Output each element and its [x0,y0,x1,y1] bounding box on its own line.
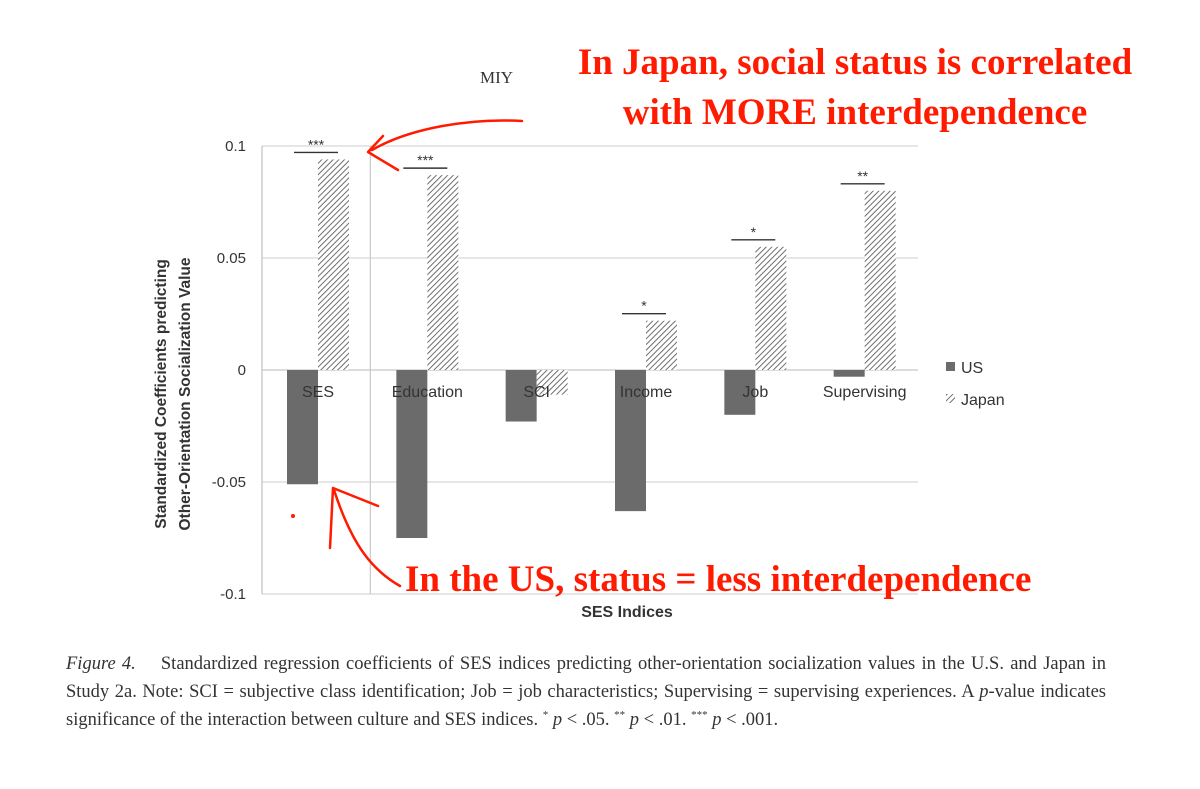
red-dot [291,514,295,518]
header-tag: MIY [480,68,513,87]
caption-threshold-1: < .05. [562,710,615,730]
y-tick-label-3: -0.05 [212,474,246,491]
bar-japan-ses [318,159,349,370]
caption-star-3: *** [691,708,708,721]
legend-swatch-japan [946,394,955,403]
significance-stars-job: * [751,224,757,240]
bar-japan-education [427,175,459,370]
caption-star-2: ** [614,708,626,721]
y-tick-label-0: 0.1 [225,138,246,155]
category-label-supervising: Supervising [823,384,907,401]
category-label-income: Income [620,384,673,401]
caption-p-b: p [629,710,640,730]
bar-japan-sci [536,370,568,395]
bar-us-education [396,370,428,538]
legend-label-us: US [961,360,983,377]
category-label-job: Job [742,384,768,401]
bar-us-sci [505,370,537,422]
us-arrowhead [328,486,380,550]
bar-japan-job [755,246,787,370]
japan-arrowhead [366,134,400,172]
significance-stars-income: * [641,298,647,314]
caption-p-c: p [712,710,722,730]
significance-stars-supervising: ** [857,168,868,184]
y-tick-label-2: 0 [238,362,246,379]
caption-text-2: -value indicates significance of the int… [66,682,1106,730]
legend: US Japan [946,360,1005,409]
y-tick-label-4: -0.1 [220,586,246,603]
y-tick-label-1: 0.05 [217,250,246,267]
significance-stars-education: *** [417,152,434,168]
annotation-layer: In Japan, social status is correlated wi… [291,42,1133,600]
japan-annotation-line1: In Japan, social status is correlated [578,42,1133,83]
figure-label: Figure 4. [66,654,136,674]
caption-text-1: Standardized regression coefficients of … [66,654,1106,702]
bar-japan-supervising [864,190,896,370]
category-label-sci: SCI [523,384,550,401]
bar-japan-income [646,320,677,370]
bar-us-ses [287,370,318,485]
figure-caption: Figure 4. Standardized regression coeffi… [66,650,1106,734]
bar-us-supervising [833,370,865,377]
japan-arrow [370,119,524,152]
bar-us-income [615,370,646,512]
caption-p-italic: p [979,682,989,702]
caption-threshold-2: < .01. [639,710,692,730]
us-annotation: In the US, status = less interdependence [405,559,1031,600]
legend-label-japan: Japan [961,392,1005,409]
caption-threshold-3: < .001. [721,710,779,730]
category-label-ses: SES [302,384,334,401]
bar-us-job [724,370,756,415]
y-axis-label-line1: Standardized Coefficients predicting [153,259,170,529]
us-arrow [332,488,402,588]
japan-annotation-line2: with MORE interdependence [623,92,1088,133]
category-label-education: Education [392,384,463,401]
caption-p-a: p [552,710,563,730]
caption-star-1: * [542,708,549,721]
x-axis-label: SES Indices [581,604,673,621]
y-axis-label-line2: Other-Orientation Socialization Value [177,257,194,530]
legend-swatch-us [946,362,955,371]
significance-stars-ses: *** [308,136,325,152]
